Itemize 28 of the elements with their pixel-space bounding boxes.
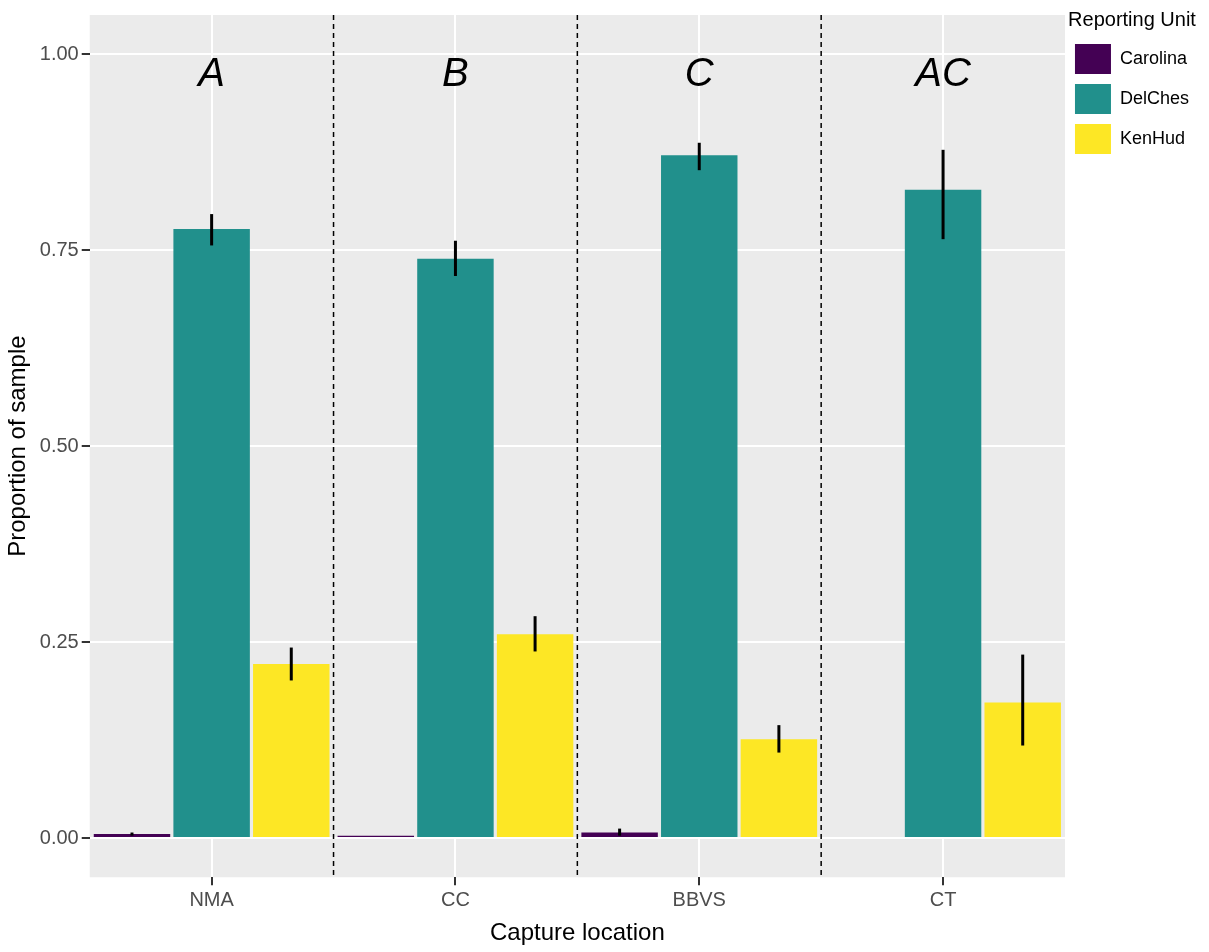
x-tick-label: NMA — [189, 887, 235, 910]
y-tick-label: 0.00 — [39, 825, 79, 848]
bar — [904, 189, 982, 838]
x-tick-label: CC — [441, 887, 470, 910]
legend-label: Carolina — [1119, 47, 1188, 68]
legend-label: DelChes — [1119, 87, 1189, 108]
bar — [984, 702, 1061, 838]
bar — [173, 228, 250, 838]
y-tick-label: 0.50 — [39, 433, 79, 456]
annotation: B — [442, 50, 469, 95]
bar — [740, 739, 818, 838]
annotation: AC — [913, 50, 972, 95]
bar — [417, 258, 494, 838]
y-tick-label: 1.00 — [39, 41, 79, 64]
legend-label: KenHud — [1119, 127, 1186, 148]
y-tick-label: 0.75 — [39, 237, 79, 260]
y-axis-title: Proportion of sample — [3, 335, 31, 557]
bar — [496, 634, 574, 838]
x-axis-title: Capture location — [489, 918, 665, 946]
x-tick-label: BBVS — [672, 887, 726, 910]
annotation: A — [196, 50, 225, 95]
bar — [93, 834, 171, 838]
x-tick-label: CT — [929, 887, 957, 910]
annotation: C — [684, 50, 715, 95]
y-tick-label: 0.25 — [39, 629, 79, 652]
bar — [253, 664, 330, 838]
legend-title: Reporting Unit — [1068, 7, 1197, 30]
bar — [661, 155, 738, 838]
